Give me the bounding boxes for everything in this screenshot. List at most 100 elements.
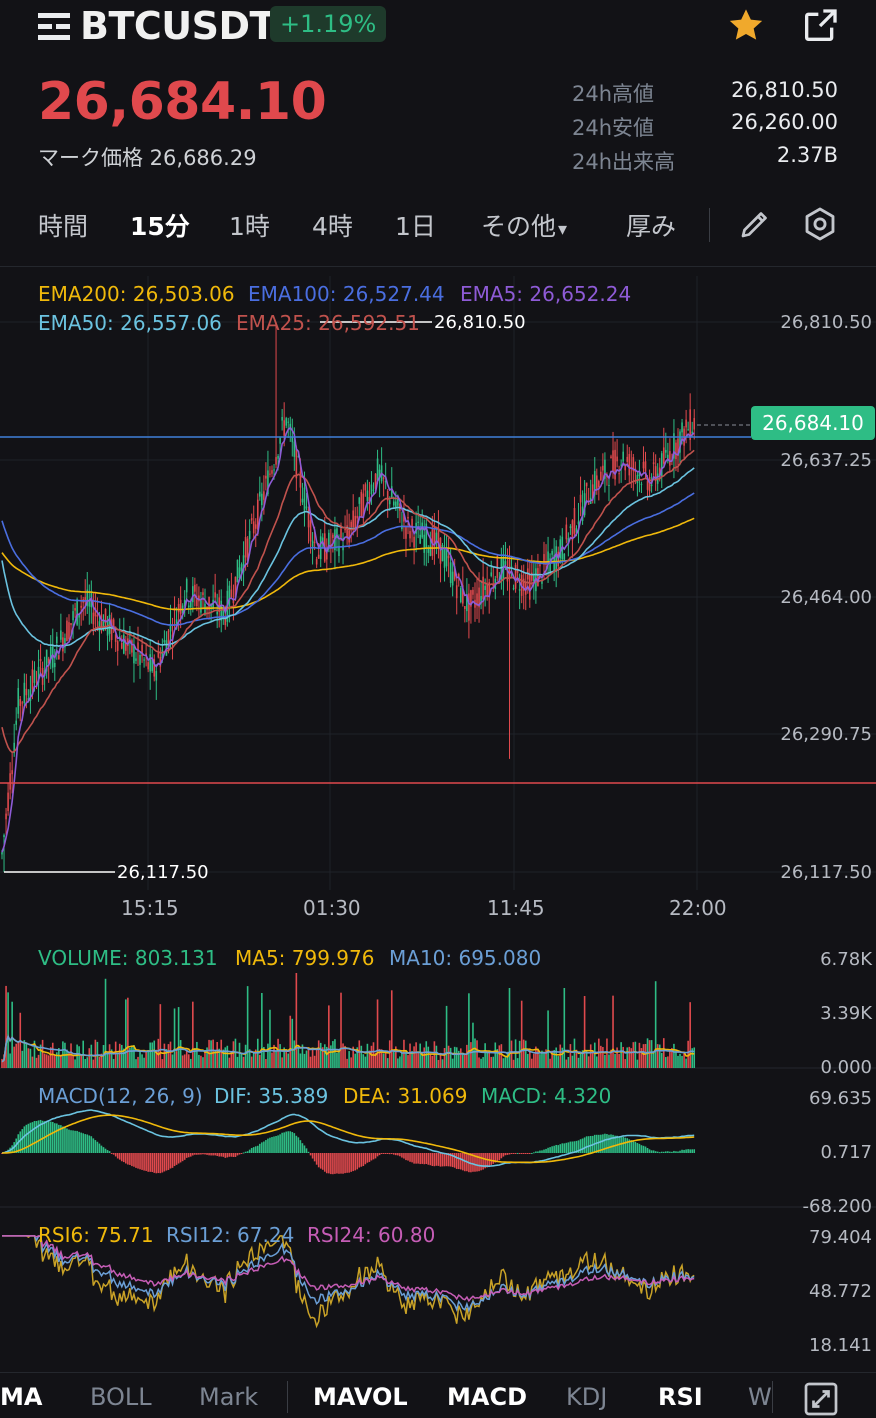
volume-bar [591, 1050, 594, 1068]
candle-body [204, 603, 206, 615]
macd-histogram-bar [226, 1153, 229, 1158]
volume-bar [362, 1054, 365, 1068]
macd-histogram-bar [518, 1153, 521, 1154]
candle-body [208, 597, 210, 610]
macd-histogram-bar [650, 1150, 653, 1153]
macd-histogram-bar [638, 1143, 641, 1153]
tab-time[interactable]: 時間 [38, 212, 89, 241]
candle-body [183, 599, 186, 607]
volume-bar [368, 1050, 371, 1068]
volume-bar [303, 1053, 306, 1068]
candle-body [159, 656, 162, 667]
macd-histogram-bar [441, 1153, 444, 1167]
candle-body [494, 578, 497, 589]
volume-bar [642, 1044, 645, 1068]
candle-body [457, 574, 460, 578]
candle-body [149, 654, 151, 672]
candle-body [589, 497, 592, 504]
volume-bar [472, 1022, 474, 1068]
macd-histogram-bar [380, 1153, 383, 1154]
macd-dif-line [1, 1109, 695, 1168]
volume-bar [177, 1007, 180, 1068]
tab-w[interactable]: W [748, 1383, 772, 1411]
tab-depth[interactable]: 厚み [626, 212, 677, 241]
candle-body [340, 528, 342, 538]
macd-histogram-bar [346, 1153, 348, 1173]
tab-rsi[interactable]: RSI [658, 1383, 703, 1411]
candle-body [58, 655, 60, 660]
tab-ma[interactable]: MA [0, 1383, 43, 1411]
tab-macd[interactable]: MACD [447, 1383, 527, 1411]
candle-body [652, 462, 655, 465]
tab-1h[interactable]: 1時 [229, 212, 270, 241]
macd-histogram-bar [157, 1153, 160, 1174]
candle-body [401, 525, 403, 530]
candle-body [583, 493, 586, 516]
candle-body [151, 658, 154, 672]
draw-pencil-icon[interactable] [737, 206, 773, 242]
candle-body [569, 526, 572, 529]
macd-histogram-bar [543, 1149, 545, 1153]
macd-histogram-bar [222, 1153, 225, 1157]
tab-kdj[interactable]: KDJ [566, 1383, 608, 1411]
settings-hexagon-icon[interactable] [801, 205, 839, 243]
time-axis-label: 01:30 [303, 896, 361, 920]
volume-bar [321, 1047, 324, 1068]
share-icon[interactable] [800, 6, 840, 46]
menu-icon[interactable] [38, 13, 70, 41]
fullscreen-icon[interactable] [803, 1381, 839, 1417]
volume-bar [275, 1050, 277, 1068]
macd-histogram-bar [496, 1153, 499, 1162]
macd-histogram-bar [435, 1153, 438, 1166]
candle-body [559, 539, 562, 559]
tab-15m[interactable]: 15分 [130, 212, 190, 241]
favorite-star-icon[interactable] [726, 6, 766, 46]
candle-body [236, 559, 239, 583]
macd-histogram-bar [401, 1153, 403, 1158]
candle-body [163, 640, 166, 643]
macd-histogram-bar [384, 1153, 387, 1154]
tab-mavol[interactable]: MAVOL [313, 1383, 408, 1411]
volume-ma-line [1, 1034, 695, 1063]
candle-body [226, 590, 229, 622]
volume-bar [557, 1056, 560, 1068]
tab-4h[interactable]: 4時 [312, 212, 353, 241]
volume-bar [183, 1054, 186, 1068]
symbol-title[interactable]: BTCUSDT [80, 4, 275, 48]
tab-mark[interactable]: Mark [199, 1383, 259, 1411]
candle-body [334, 529, 336, 551]
candle-body [269, 473, 271, 475]
candle-body [360, 491, 363, 518]
macd-histogram-bar [196, 1153, 198, 1155]
volume-bar [143, 1057, 145, 1068]
macd-histogram-bar [443, 1153, 446, 1167]
candle-body [141, 645, 143, 657]
macd-histogram-bar [531, 1152, 533, 1154]
candle-body [553, 555, 555, 573]
macd-histogram-bar [565, 1142, 568, 1153]
volume-bar [33, 1040, 36, 1068]
volume-bar [230, 1051, 233, 1068]
tab-1d[interactable]: 1日 [395, 212, 436, 241]
macd-histogram-bar [685, 1149, 687, 1153]
candle-body [358, 497, 361, 504]
volume-bar [114, 1041, 117, 1068]
macd-histogram-bar [372, 1153, 375, 1160]
macd-histogram-bar [557, 1145, 560, 1153]
volume-bar [667, 1056, 669, 1068]
macd-histogram-bar [616, 1135, 618, 1153]
tab-more[interactable]: その他 ▾ [481, 207, 567, 243]
volume-bar [348, 1051, 350, 1068]
volume-bar [638, 1042, 641, 1068]
volume-bar [301, 1044, 304, 1068]
volume-bar [480, 1058, 482, 1068]
candle-body [23, 682, 26, 704]
volume-bar [279, 1044, 281, 1068]
tab-boll[interactable]: BOLL [90, 1383, 152, 1411]
volume-bar [626, 1047, 629, 1068]
candle-body [354, 515, 357, 528]
candle-body [9, 773, 11, 790]
candle-body [214, 592, 216, 598]
candle-body [123, 634, 125, 654]
volume-bar [293, 1040, 296, 1068]
